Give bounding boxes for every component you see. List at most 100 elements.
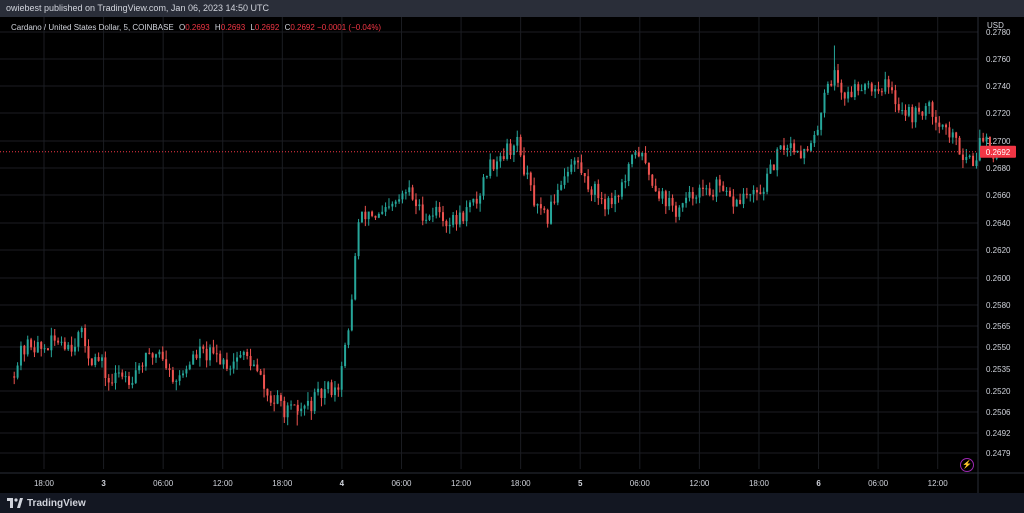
candle-body (340, 366, 343, 390)
candle-body (715, 179, 718, 197)
candle-body (928, 102, 931, 107)
candle-body (475, 198, 478, 204)
candle-body (577, 160, 580, 163)
candle-body (988, 136, 991, 151)
candle-body (462, 212, 465, 222)
candle-body (496, 161, 499, 170)
candle-body (283, 400, 286, 418)
candle-body (674, 205, 677, 217)
candle-body (276, 395, 279, 404)
candle-body (691, 191, 694, 199)
candle-body (50, 335, 53, 351)
candle-body (769, 164, 772, 174)
candle-body (421, 204, 424, 221)
candle-body (178, 375, 181, 381)
candle-body (249, 355, 252, 367)
candle-body (296, 404, 299, 412)
candle-body (593, 183, 596, 195)
candle-body (634, 152, 637, 156)
candle-body (323, 389, 326, 398)
candle-body (671, 197, 674, 206)
candle-body (728, 190, 731, 197)
candle-body (148, 352, 151, 354)
candle-body (425, 219, 428, 221)
candle-body (114, 372, 117, 384)
candle-body (772, 164, 775, 171)
price-tick-label: 0.2600 (986, 274, 1011, 283)
candle-body (583, 172, 586, 177)
candle-body (874, 88, 877, 92)
candle-body (128, 376, 131, 385)
candle-body (708, 188, 711, 195)
candle-body (749, 194, 752, 196)
candle-body (155, 354, 158, 358)
candle-body (124, 376, 127, 378)
candle-body (668, 197, 671, 207)
candle-body (242, 351, 245, 355)
candle-body (897, 104, 900, 111)
candle-body (465, 207, 468, 222)
candle-body (550, 201, 553, 224)
candle-body (337, 387, 340, 390)
symbol-title[interactable]: Cardano / United States Dollar, 5, COINB… (11, 23, 174, 32)
candle-body (543, 208, 546, 210)
time-tick-label: 12:00 (928, 479, 949, 488)
candle-body (587, 176, 590, 190)
candle-body (894, 90, 897, 105)
candle-body (452, 215, 455, 225)
candle-body (806, 148, 809, 151)
candle-body (766, 173, 769, 192)
candle-body (381, 211, 384, 214)
candle-body (782, 145, 785, 151)
candle-body (647, 162, 650, 175)
candle-body (563, 176, 566, 185)
footer-bar: TradingView (0, 493, 1024, 513)
candle-body (53, 335, 56, 341)
currency-label[interactable]: USD (987, 21, 1004, 30)
candle-body (816, 129, 819, 135)
chart-legend: Cardano / United States Dollar, 5, COINB… (11, 23, 381, 32)
tradingview-logo[interactable]: TradingView (7, 497, 86, 509)
candle-body (286, 405, 289, 418)
candle-body (955, 132, 958, 138)
candle-body (357, 222, 360, 257)
candle-body (880, 91, 883, 93)
candle-body (654, 185, 657, 192)
candle-body (347, 330, 350, 345)
candle-body (911, 106, 914, 123)
candle-body (961, 154, 964, 160)
candle-body (546, 209, 549, 224)
price-tick-label: 0.2740 (986, 82, 1011, 91)
candle-body (455, 215, 458, 225)
candle-body (735, 199, 738, 207)
candle-body (830, 83, 833, 86)
time-tick-label: 18:00 (272, 479, 293, 488)
candle-body (80, 328, 83, 333)
candle-body (853, 84, 856, 98)
candle-body (624, 181, 627, 183)
price-tick-label: 0.2506 (986, 408, 1011, 417)
candle-body (448, 224, 451, 227)
candle-body (212, 347, 215, 354)
candle-body (411, 187, 414, 200)
candle-body (192, 354, 195, 365)
time-tick-label: 4 (340, 479, 345, 488)
candle-body (188, 364, 191, 370)
lightning-icon[interactable]: ⚡ (960, 458, 974, 472)
chart-area[interactable]: 0.2780 0.2760 0.2740 0.2720 0.2700 0.2680 0.26… (0, 17, 1024, 493)
candle-body (141, 365, 144, 367)
candle-body (219, 353, 222, 365)
candle-body (712, 194, 715, 197)
price-chart[interactable]: 0.2780 0.2760 0.2740 0.2720 0.2700 0.2680 0.26… (0, 17, 1024, 493)
candle-body (796, 150, 799, 153)
candle-body (111, 382, 114, 384)
candle-body (458, 212, 461, 225)
close-value: 0.2692 (290, 23, 315, 32)
candle-body (90, 358, 93, 366)
candle-body (739, 199, 742, 204)
candle-body (151, 353, 154, 358)
candle-body (344, 344, 347, 367)
candle-body (246, 351, 249, 356)
high-value: 0.2693 (220, 23, 246, 32)
